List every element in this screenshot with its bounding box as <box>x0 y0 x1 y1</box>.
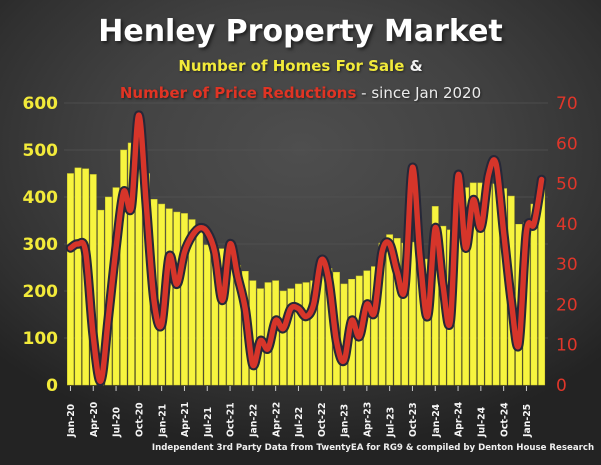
bar-Jun-24 <box>469 182 477 386</box>
x-label-Oct-20: Oct-20 <box>134 402 145 437</box>
right-axis-tick-50: 50 <box>556 175 578 195</box>
right-axis-tick-0: 0 <box>556 376 567 396</box>
x-label-Jul-22: Jul-22 <box>294 407 305 438</box>
x-label-Apr-23: Apr-23 <box>362 402 373 437</box>
x-label-Jan-21: Jan-21 <box>157 404 168 438</box>
bar-Jun-22 <box>287 288 295 386</box>
subtitle-since-jan-2020: - since Jan 2020 <box>356 84 482 102</box>
x-label-Jan-23: Jan-23 <box>340 404 351 438</box>
left-axis-tick-300: 300 <box>23 235 59 255</box>
x-label-Jan-22: Jan-22 <box>248 404 259 438</box>
right-axis-tick-20: 20 <box>556 295 578 315</box>
bar-Aug-22 <box>302 282 310 386</box>
left-axis-tick-400: 400 <box>23 188 59 208</box>
right-axis-tick-70: 70 <box>556 94 578 114</box>
bar-Feb-25 <box>530 203 538 386</box>
subtitle-price-reductions: Number of Price Reductions <box>119 84 357 102</box>
left-axis-tick-500: 500 <box>23 141 59 161</box>
bar-Aug-23 <box>393 238 401 386</box>
x-axis-months: Jan-20 Apr-20 Jul-20 Oct-20 Jan-21 Apr-21 Jul-… <box>66 386 533 438</box>
bar-Jan-20 <box>67 173 74 386</box>
bar-Aug-20 <box>120 149 128 386</box>
x-label-Jan-25: Jan-25 <box>522 404 533 438</box>
bar-May-21 <box>188 219 196 386</box>
bar-May-22 <box>279 290 287 386</box>
subtitle-homes-for-sale: Number of Homes For Sale <box>178 57 405 75</box>
bar-Jul-23 <box>386 234 394 386</box>
subtitle-ampersand: & <box>404 57 423 75</box>
x-label-Apr-22: Apr-22 <box>271 402 282 437</box>
bars-homes-for-sale <box>67 142 546 386</box>
bar-May-23 <box>371 266 378 386</box>
bar-Apr-21 <box>181 213 188 386</box>
bar-Feb-20 <box>74 167 82 386</box>
x-label-Jul-20: Jul-20 <box>112 406 123 438</box>
x-label-Jul-21: Jul-21 <box>203 407 214 438</box>
right-axis-tick-60: 60 <box>556 134 578 154</box>
chart-subtitle-line1: Number of Homes For Sale & <box>0 57 601 75</box>
bar-Jun-21 <box>196 224 204 386</box>
bar-Jul-21 <box>203 244 211 386</box>
right-axis-tick-10: 10 <box>556 336 578 356</box>
x-label-Oct-24: Oct-24 <box>499 402 510 437</box>
left-axis-tick-600: 600 <box>23 94 59 114</box>
right-axis-reductions: 0 10 20 30 40 50 60 70 <box>556 94 578 396</box>
bar-May-24 <box>462 187 470 386</box>
right-axis-tick-40: 40 <box>556 215 578 235</box>
x-label-Oct-21: Oct-21 <box>226 402 237 437</box>
bar-Sep-21 <box>219 248 226 386</box>
right-axis-tick-30: 30 <box>556 255 578 275</box>
chart-subtitle-line2: Number of Price Reductions - since Jan 2… <box>0 84 601 102</box>
price-reductions-line <box>67 112 545 384</box>
attribution-footer: Independent 3rd Party Data from TwentyEA… <box>151 443 595 453</box>
x-label-Oct-23: Oct-23 <box>408 402 419 437</box>
x-label-Apr-21: Apr-21 <box>180 402 191 437</box>
x-label-Oct-22: Oct-22 <box>317 402 328 437</box>
bar-Jul-24 <box>477 182 485 386</box>
left-axis-tick-200: 200 <box>23 282 59 302</box>
left-axis-tick-100: 100 <box>23 329 59 349</box>
bar-Mar-21 <box>173 211 181 386</box>
left-axis-tick-0: 0 <box>46 376 58 396</box>
x-label-Jan-24: Jan-24 <box>431 403 442 438</box>
x-label-Jul-23: Jul-23 <box>385 407 396 438</box>
x-label-Apr-24: Apr-24 <box>454 401 465 437</box>
x-label-Jan-20: Jan-20 <box>66 403 77 438</box>
chart-title: Henley Property Market <box>98 14 503 49</box>
bar-Jul-22 <box>295 283 302 386</box>
left-axis-homes: 0 100 200 300 400 500 600 <box>23 94 59 396</box>
x-label-Jul-24: Jul-24 <box>476 406 487 438</box>
x-label-Apr-20: Apr-20 <box>89 401 100 437</box>
